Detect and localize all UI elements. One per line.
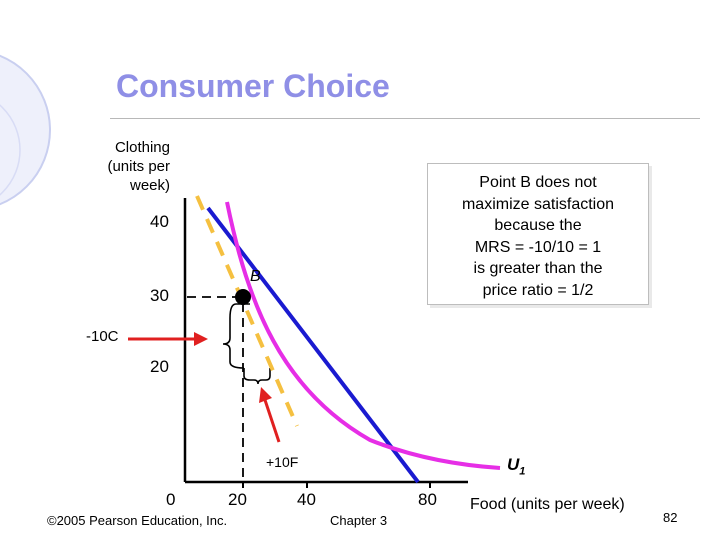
footer-chapter: Chapter 3: [330, 513, 388, 528]
callout-line: because the: [494, 217, 582, 234]
y-axis-label-line: (units per: [107, 158, 170, 175]
y-axis-label-line: week): [129, 177, 170, 194]
point-b-label: B: [250, 268, 261, 285]
food-change-arrow: [259, 387, 281, 443]
callout-line: MRS = -10/10 = 1: [474, 238, 602, 256]
x-tick-label: 40: [297, 490, 316, 509]
callout-line: price ratio = 1/2: [482, 281, 594, 299]
point-b: [235, 289, 251, 305]
x-axis-label: Food (units per week): [470, 496, 625, 513]
y-axis-label: Clothing (units per week): [60, 138, 170, 195]
x-tick-label: 20: [228, 490, 247, 509]
clothing-change-bracket: [222, 303, 250, 369]
x-tick-label: 0: [166, 490, 176, 509]
y-tick-label: 40: [150, 212, 169, 231]
title-divider: [110, 118, 700, 119]
mrs-tangent-line: [195, 195, 299, 427]
food-change-label: +10F: [266, 454, 299, 470]
decorative-circles: [0, 54, 51, 206]
x-tick-label: 80: [418, 490, 437, 509]
page-number: 82: [663, 510, 678, 525]
slide-title: Consumer Choice: [116, 68, 390, 104]
indifference-curve-label: U1: [507, 455, 525, 477]
callout-line: is greater than the: [473, 260, 603, 277]
indifference-curve-u1: [225, 201, 501, 470]
food-change-bracket: [243, 368, 271, 385]
y-tick-label: 20: [150, 357, 169, 376]
footer-copyright: ©2005 Pearson Education, Inc.: [47, 513, 228, 528]
budget-line: [206, 206, 420, 484]
y-axis-label-line: Clothing: [114, 139, 170, 156]
y-tick-label: 30: [150, 286, 169, 305]
clothing-change-arrow: [128, 332, 208, 346]
explanation-callout: Point B does not maximize satisfaction b…: [427, 163, 649, 305]
callout-line: Point B does not: [479, 174, 597, 191]
curve-label-subscript: 1: [519, 465, 526, 478]
callout-line: maximize satisfaction: [461, 195, 615, 213]
curve-label-main: U: [507, 455, 520, 474]
clothing-change-label: -10C: [86, 328, 119, 345]
